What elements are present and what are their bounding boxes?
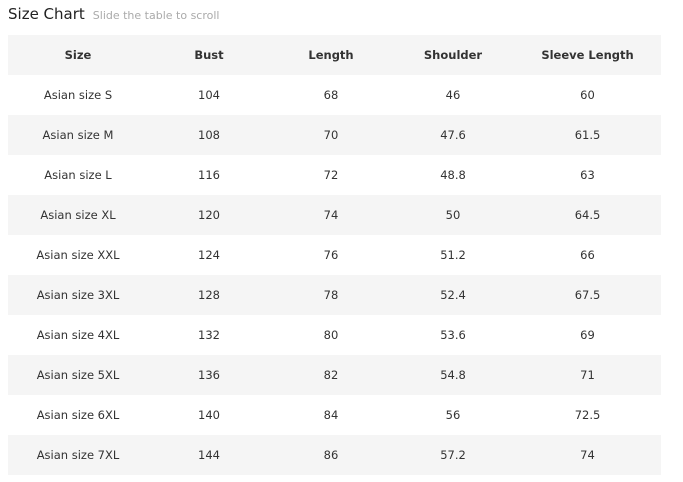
column-header: Length [270,35,392,75]
table-cell: 82 [270,355,392,395]
table-cell: Asian size L [44,168,112,182]
header: Size Chart Slide the table to scroll [8,5,219,23]
table-cell: 60 [580,88,595,102]
table-cell: 132 [198,328,220,342]
table-row: Asian size 3XL 128 78 52.4 67.5 [8,275,661,315]
table-cell: 74 [514,435,661,475]
table-cell: 61.5 [514,115,661,155]
table-cell: 124 [198,248,220,262]
table-cell: 72 [323,168,339,182]
table-cell: 74 [270,195,392,235]
table-cell: Asian size XL [8,195,148,235]
column-header: Size [8,35,148,75]
table-cell: Asian size 5XL [8,355,148,395]
table-row: Asian size 7XL 144 86 57.2 74 [8,435,661,475]
table-cell: 70 [270,115,392,155]
table-row: Asian size S 104 68 46 60 [8,75,661,115]
table-cell: Asian size 6XL [36,408,120,422]
table-cell: 120 [148,195,270,235]
table-cell: 84 [323,408,339,422]
table-cell: 50 [392,195,514,235]
size-chart-table[interactable]: Size Bust Length Shoulder Sleeve Length Asia… [8,35,661,475]
table-cell: 71 [514,355,661,395]
table-cell: Asian size S [43,88,113,102]
table-row: Asian size M 108 70 47.6 61.5 [8,115,661,155]
table-row: Asian size 4XL 132 80 53.6 69 [8,315,661,355]
table-cell: 104 [198,88,220,102]
table-row: Asian size 6XL 140 84 56 72.5 [8,395,661,435]
table-cell: 140 [198,408,220,422]
table-cell: Asian size 7XL [8,435,148,475]
table-cell: 46 [445,88,461,102]
table-cell: Asian size 4XL [36,328,120,342]
table-row: Asian size XL 120 74 50 64.5 [8,195,661,235]
table-cell: 69 [580,328,595,342]
table-cell: Asian size M [8,115,148,155]
table-cell: 78 [270,275,392,315]
table-cell: 57.2 [392,435,514,475]
table-cell: 52.4 [392,275,514,315]
table-cell: 136 [148,355,270,395]
table-cell: 76 [323,248,339,262]
table-cell: 48.8 [440,168,466,182]
table-cell: 108 [148,115,270,155]
table-cell: Asian size 3XL [8,275,148,315]
table-cell: 72.5 [574,408,601,422]
scroll-hint: Slide the table to scroll [92,9,220,22]
table-cell: 116 [198,168,220,182]
table-row: Asian size L 116 72 48.8 63 [8,155,661,195]
table-cell: 64.5 [514,195,661,235]
table-row: Asian size 5XL 136 82 54.8 71 [8,355,661,395]
column-header: Sleeve Length [514,35,661,75]
page-title: Size Chart [8,5,85,23]
table-cell: 56 [445,408,461,422]
column-header: Shoulder [392,35,514,75]
table-cell: Asian size XXL [36,248,120,262]
header-row: Size Bust Length Shoulder Sleeve Length [8,35,661,75]
table-cell: 86 [270,435,392,475]
table-cell: 144 [148,435,270,475]
table-cell: 66 [580,248,595,262]
table-cell: 67.5 [514,275,661,315]
column-header: Bust [148,35,270,75]
table-cell: 51.2 [440,248,466,262]
table-cell: 54.8 [392,355,514,395]
table-cell: 68 [323,88,339,102]
table-cell: 47.6 [392,115,514,155]
table-cell: 63 [580,168,595,182]
table-cell: 128 [148,275,270,315]
table-cell: 80 [323,328,339,342]
table-row: Asian size XXL 124 76 51.2 66 [8,235,661,275]
table-cell: 53.6 [440,328,466,342]
